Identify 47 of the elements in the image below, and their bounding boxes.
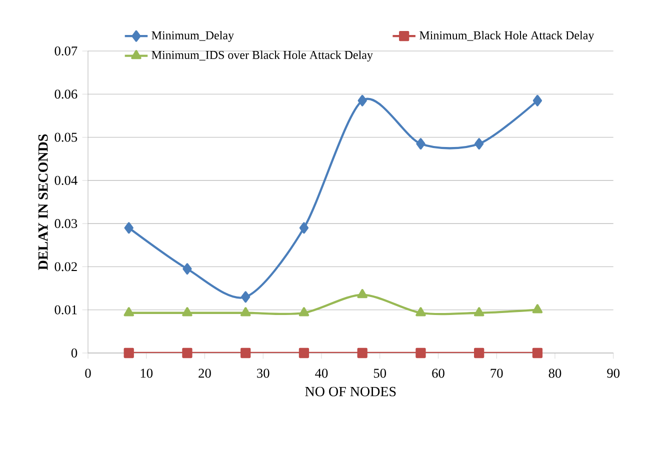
point: [298, 348, 310, 358]
legend-label: Minimum_IDS over Black Hole Attack Delay: [152, 50, 373, 62]
y-tick-label: 0.02: [54, 262, 77, 272]
point: [357, 289, 368, 298]
point: [299, 222, 309, 234]
point: [182, 307, 192, 316]
point: [241, 291, 250, 303]
point: [474, 348, 484, 358]
x-tick-label: 80: [548, 368, 562, 378]
point: [474, 307, 484, 316]
point: [416, 348, 426, 358]
point: [532, 348, 543, 358]
point: [182, 263, 192, 275]
point: [474, 138, 484, 150]
y-tick-label: 0.06: [54, 90, 78, 99]
point: [358, 94, 367, 106]
point: [240, 348, 251, 358]
x-tick-label: 30: [257, 368, 270, 378]
y-tick-label: 0.01: [54, 305, 77, 314]
point: [416, 138, 426, 150]
point: [532, 304, 543, 314]
point: [124, 307, 134, 316]
x-tick-label: 40: [315, 368, 328, 378]
y-tick-label: 0: [71, 348, 78, 358]
y-tick-label: 0.03: [54, 219, 78, 228]
point: [240, 307, 251, 316]
point: [124, 222, 134, 234]
x-tick-label: 10: [140, 368, 153, 378]
x-tick-label: 60: [432, 368, 444, 378]
x-axis-title: NO OF NODES: [305, 386, 396, 396]
point: [182, 348, 192, 358]
y-tick-label: 0.04: [54, 176, 78, 185]
point: [416, 307, 426, 316]
point: [532, 94, 542, 106]
y-axis-title: DELAY IN SECONDS: [38, 134, 48, 270]
legend-label: Minimum_Black Hole Attack Delay: [420, 30, 594, 42]
legend-label: Minimum_Delay: [152, 30, 234, 42]
x-tick-label: 90: [607, 368, 620, 378]
x-tick-label: 20: [198, 368, 211, 378]
point: [298, 307, 310, 316]
point: [124, 348, 134, 358]
y-tick-label: 0.05: [54, 132, 78, 142]
x-tick-label: 50: [374, 368, 386, 378]
x-tick-label: 70: [490, 368, 503, 378]
y-tick-label: 0.07: [54, 46, 78, 56]
point: [357, 348, 368, 358]
x-tick-label: 0: [85, 368, 91, 378]
